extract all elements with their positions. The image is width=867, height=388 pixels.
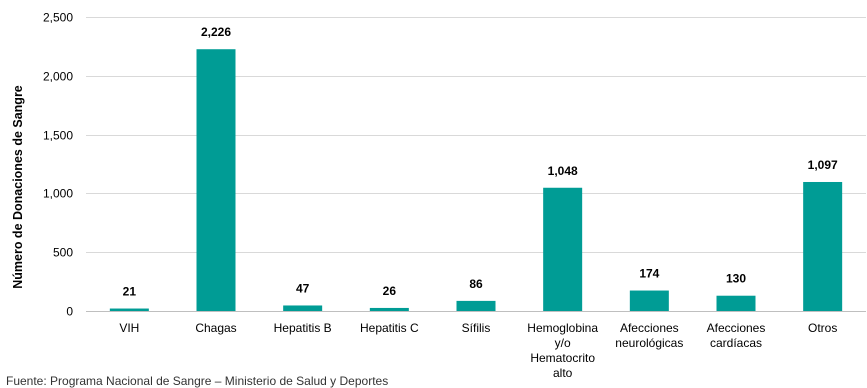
bar [543, 187, 583, 311]
y-tick-label: 2,000 [43, 70, 73, 84]
y-tick-label: 2,500 [43, 11, 73, 25]
y-tick-label: 0 [66, 305, 73, 319]
x-tick-label: Afecciones cardíacas [707, 321, 766, 350]
source-note: Fuente: Programa Nacional de Sangre – Mi… [6, 374, 389, 388]
x-tick-label: Hepatitis C [360, 321, 419, 335]
bar [283, 305, 323, 311]
bar [369, 307, 409, 311]
data-label: 86 [469, 277, 483, 291]
data-label: 47 [296, 281, 310, 295]
x-tick-label: Chagas [195, 321, 236, 335]
x-tick-label: Afecciones neurológicas [615, 321, 683, 350]
bar [716, 295, 756, 311]
bar [803, 181, 843, 311]
data-label: 130 [726, 272, 746, 286]
bar [629, 290, 669, 311]
x-tick-label: Sífilis [462, 321, 491, 335]
bars [109, 49, 843, 311]
data-label: 21 [123, 285, 137, 299]
data-label: 1,048 [548, 164, 578, 178]
y-tick-label: 1,000 [43, 187, 73, 201]
data-label: 26 [383, 284, 397, 298]
y-tick-label: 1,500 [43, 129, 73, 143]
x-tick-label: Hepatitis B [274, 321, 332, 335]
bar [456, 300, 496, 311]
data-labels: 21 2,226 47 26 86 1,048 174 130 1,097 [123, 25, 838, 298]
bar [196, 49, 236, 311]
x-tick-label: Hemoglobina y/o Hematocrito alto [527, 321, 598, 380]
y-axis-title: Número de Donaciones de Sangre [11, 85, 25, 289]
data-label: 174 [639, 267, 659, 281]
y-tick-label: 500 [53, 246, 73, 260]
x-tick-label: VIH [119, 321, 139, 335]
bar [109, 308, 149, 311]
x-tick-label: Otros [808, 321, 837, 335]
data-label: 1,097 [808, 158, 838, 172]
data-label: 2,226 [201, 25, 231, 39]
axes: 0 500 1,000 1,500 2,000 2,500 VIH Chagas Hepatit… [43, 11, 866, 380]
